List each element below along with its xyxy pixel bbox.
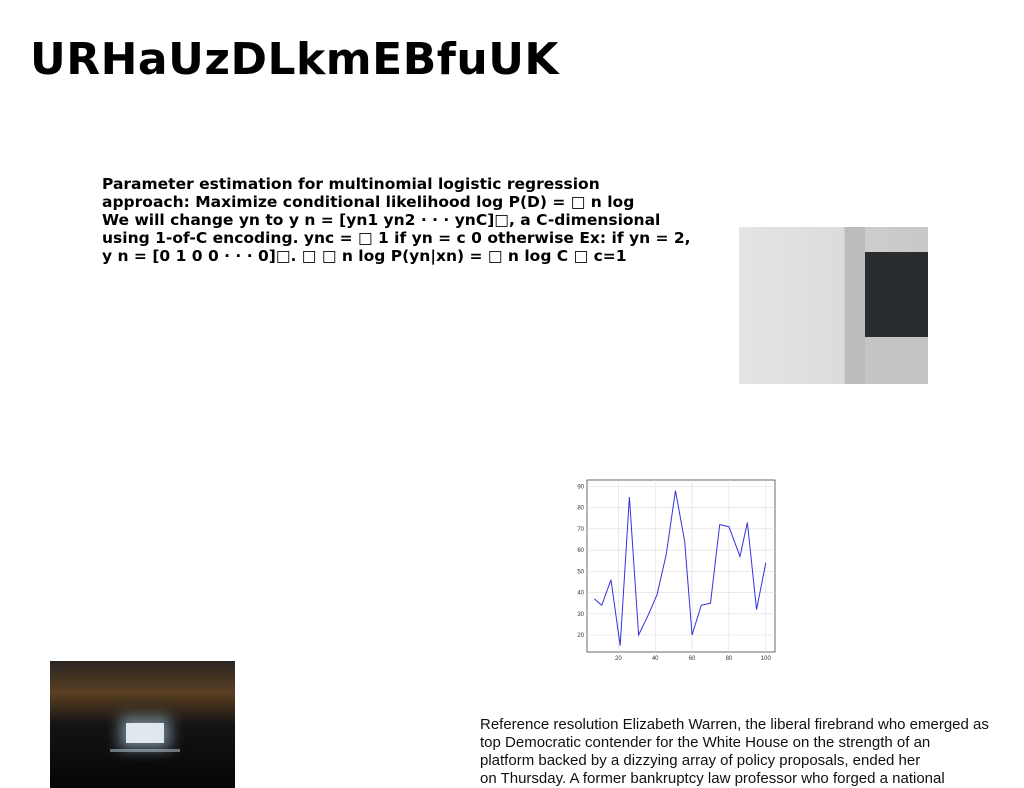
y-tick-label: 60 bbox=[577, 548, 584, 554]
x-tick-label: 80 bbox=[726, 656, 733, 662]
line-chart: 20 30 40 50 60 70 80 90 20 40 60 80 100 bbox=[577, 479, 776, 662]
text-line: Reference resolution Elizabeth Warren, t… bbox=[480, 716, 989, 733]
photo bbox=[739, 227, 928, 384]
text-line: on Thursday. A former bankruptcy law pro… bbox=[480, 770, 945, 787]
x-tick-label: 60 bbox=[689, 656, 696, 662]
text-line: using 1-of-C encoding. ync = □ 1 if yn =… bbox=[102, 229, 691, 247]
text-line: platform backed by a dizzying array of p… bbox=[480, 752, 921, 769]
x-tick-label: 100 bbox=[761, 656, 772, 662]
photo bbox=[50, 661, 235, 788]
y-tick-label: 70 bbox=[577, 527, 584, 533]
text-line: Parameter estimation for multinomial log… bbox=[102, 175, 600, 193]
y-tick-label: 80 bbox=[577, 506, 584, 512]
text-line: We will change yn to y n = [yn1 yn2 · · … bbox=[102, 211, 661, 229]
data-line bbox=[594, 490, 767, 646]
y-tick-label: 20 bbox=[577, 633, 584, 639]
plot-area bbox=[586, 479, 776, 653]
y-tick-label: 50 bbox=[577, 569, 584, 575]
y-tick-label: 30 bbox=[577, 612, 584, 618]
y-tick-label: 90 bbox=[577, 484, 584, 490]
x-tick-label: 20 bbox=[615, 656, 622, 662]
text-line: y n = [0 1 0 0 · · · 0]□. □ □ n log P(yn… bbox=[102, 247, 627, 265]
math-text: Parameter estimation for multinomial log… bbox=[102, 175, 691, 265]
text-line: top Democratic contender for the White H… bbox=[480, 734, 931, 751]
paragraph: Reference resolution Elizabeth Warren, t… bbox=[480, 716, 989, 788]
text-line: approach: Maximize conditional likelihoo… bbox=[102, 193, 635, 211]
x-tick-label: 40 bbox=[652, 656, 659, 662]
title: URHaUzDLkmEBfuUK bbox=[30, 34, 560, 85]
y-tick-label: 40 bbox=[577, 591, 584, 597]
